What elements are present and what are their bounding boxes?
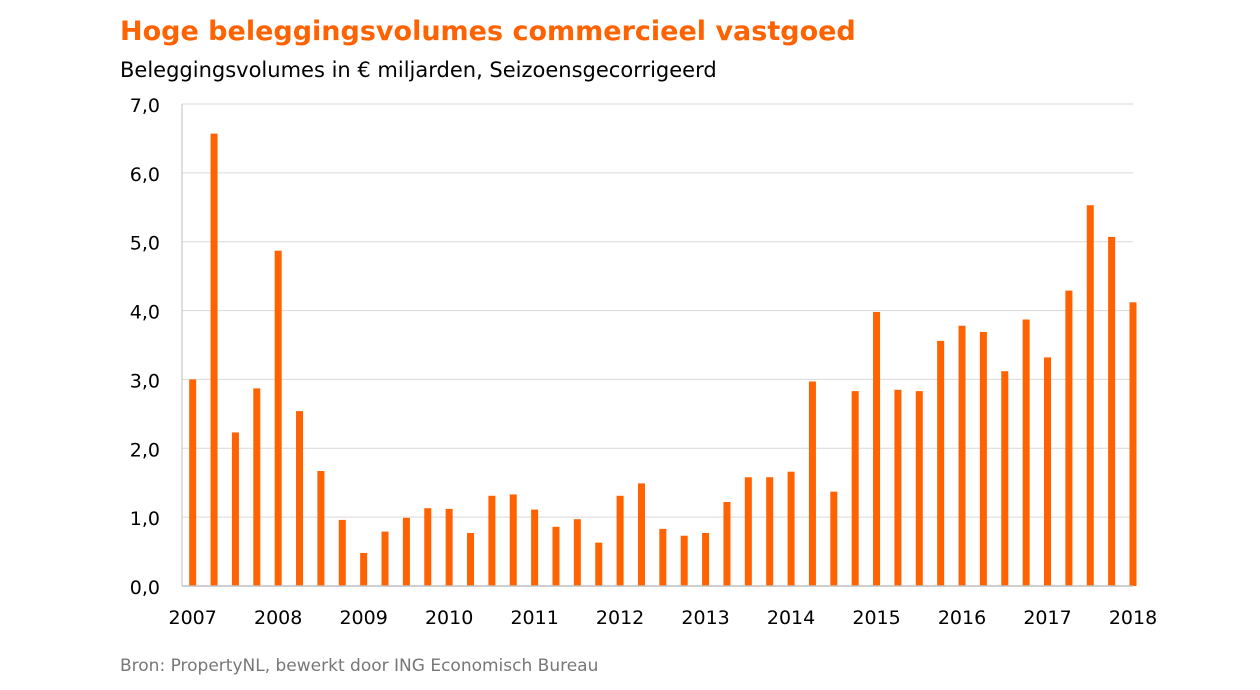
y-tick-label: 7,0 [130,95,160,117]
bar: 2009 Q3: 0.99 [402,517,410,586]
bar: 2012 Q2: 1.49 [637,483,645,586]
gridlines [182,103,1133,518]
bar: 2009 Q4: 1.13 [424,508,432,586]
x-tick-labels: 2007 2008 2009 2010 2011 2012 2013 2014 2015 2016… [169,607,1158,629]
bar: 2017 Q4: 5.07 [1108,236,1116,586]
y-tick-labels: 0,0 1,0 2,0 3,0 4,0 5,0 6,0 7,0 [130,95,160,599]
bar: 2007 Q1: 3 [189,379,197,586]
bar: 2013 Q4: 1.58 [766,477,774,586]
chart-subtitle: Beleggingsvolumes in € miljarden, Seizoe… [120,58,717,82]
bar: 2016 Q3: 3.12 [1001,371,1009,586]
bar: 2017 Q3: 5.53 [1086,205,1094,586]
bar: 2015 Q2: 2.85 [894,389,902,586]
y-tick-label: 4,0 [130,302,160,324]
bar: 2016 Q4: 3.87 [1022,319,1030,586]
x-tick-label: 2014 [767,607,815,629]
bar: 2011 Q1: 1.11 [531,509,539,586]
bar: 2008 Q1: 4.87 [274,250,282,587]
y-tick-label: 5,0 [130,233,160,255]
y-tick-label: 6,0 [130,164,160,186]
bar: 2010 Q3: 1.31 [488,495,496,586]
bar: 2012 Q1: 1.31 [616,495,624,586]
bar: 2007 Q3: 2.23 [231,432,239,586]
bar: 2012 Q4: 0.73 [680,535,688,586]
x-tick-label: 2008 [254,607,302,629]
x-tick-label: 2017 [1023,607,1071,629]
bar: 2010 Q4: 1.33 [509,494,517,586]
bar: 2015 Q1: 3.98 [873,311,881,586]
bar: 2011 Q4: 0.63 [595,542,603,586]
bar: 2016 Q2: 3.69 [979,331,987,586]
bar: 2014 Q1: 1.66 [787,471,795,586]
bar: 2018 Q1: 4.12 [1129,302,1137,586]
x-tick-label: 2007 [169,607,217,629]
source-note: Bron: PropertyNL, bewerkt door ING Econo… [120,656,599,676]
bar: 2014 Q4: 2.83 [851,391,859,586]
bar: 2007 Q2: 6.57 [210,133,218,587]
bar: 2017 Q2: 4.29 [1065,290,1073,586]
bar: 2008 Q3: 1.67 [317,471,325,586]
bar: 2014 Q3: 1.37 [830,491,838,586]
bar: 2017 Q1: 3.32 [1044,357,1052,586]
bar: 2015 Q3: 2.83 [915,391,923,586]
bar: 2013 Q1: 0.77 [702,532,710,586]
y-tick-label: 0,0 [130,577,160,599]
bar: 2015 Q4: 3.56 [937,340,945,586]
x-tick-label: 2009 [339,607,387,629]
bar: 2009 Q2: 0.79 [381,531,389,586]
chart-title: Hoge beleggingsvolumes commercieel vastg… [120,16,856,47]
bar: 2012 Q3: 0.83 [659,528,667,586]
bar: 2014 Q2: 2.97 [808,381,816,586]
bar: 2010 Q1: 1.12 [445,508,453,586]
bar: 2011 Q3: 0.97 [573,519,581,586]
x-tick-label: 2016 [938,607,986,629]
bar: 2013 Q2: 1.22 [723,501,731,586]
x-tick-label: 2013 [681,607,729,629]
bar: 2016 Q1: 3.78 [958,325,966,586]
bar: 2010 Q2: 0.77 [467,532,475,586]
axes [181,104,1133,587]
bar: 2008 Q2: 2.54 [296,411,304,586]
y-tick-label: 1,0 [130,508,160,530]
x-tick-label: 2015 [852,607,900,629]
y-tick-label: 3,0 [130,370,160,392]
bar: 2013 Q3: 1.58 [744,477,752,586]
bars: 2007 Q1: 3 2007 Q2: 6.57 2007 Q3: 2.23 2007… [189,133,1137,587]
bar: 2008 Q4: 0.96 [338,519,346,586]
x-tick-label: 2011 [510,607,558,629]
bar: 2007 Q4: 2.87 [253,388,261,586]
y-tick-label: 2,0 [130,439,160,461]
bar: 2009 Q1: 0.48 [360,552,368,586]
x-tick-label: 2018 [1109,607,1157,629]
x-tick-label: 2012 [596,607,644,629]
bar: 2011 Q2: 0.86 [552,526,560,586]
x-tick-label: 2010 [425,607,473,629]
